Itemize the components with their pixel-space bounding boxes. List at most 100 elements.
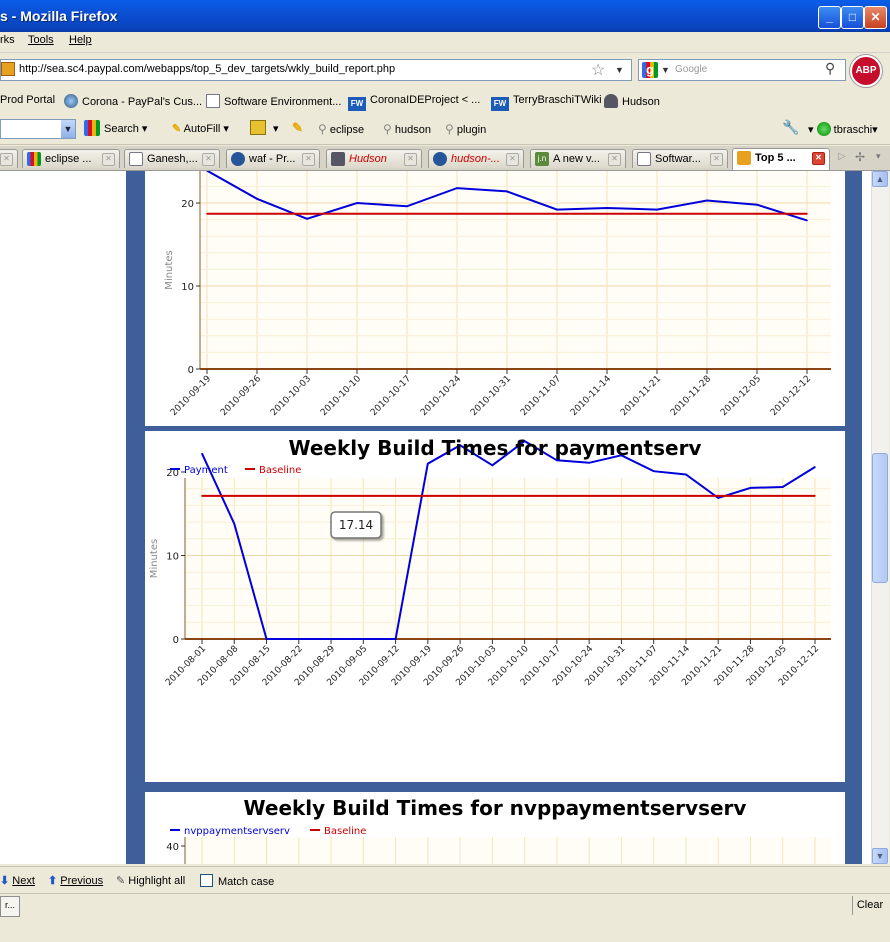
- bookmark-label: TerryBraschiTWiki: [513, 94, 602, 106]
- data-point: [456, 213, 458, 215]
- scroll-down-button[interactable]: ▼: [872, 848, 888, 864]
- bookmark-corona[interactable]: Corona - PayPal's Cus...: [64, 94, 202, 108]
- x-tick-label: 2010-11-21: [619, 374, 663, 418]
- find-next-button[interactable]: ⬇ Next: [0, 874, 35, 887]
- data-point: [588, 462, 590, 464]
- google-search-button[interactable]: Search ▾: [84, 120, 147, 136]
- tab-hudson[interactable]: Hudson✕: [326, 149, 422, 168]
- close-icon[interactable]: ✕: [608, 153, 621, 166]
- data-point: [506, 213, 508, 215]
- vertical-scrollbar[interactable]: ▲ ▼: [871, 171, 889, 864]
- tab-top5-active[interactable]: Top 5 ...✕: [732, 148, 830, 170]
- find-previous-button[interactable]: ⬆ Previous: [48, 874, 103, 887]
- bookmark-software-env[interactable]: Software Environment...: [206, 94, 341, 108]
- query-label: eclipse: [330, 124, 364, 136]
- close-button[interactable]: ✕: [864, 6, 887, 29]
- chart-title: Weekly Build Times for nvppaymentservser…: [145, 796, 845, 820]
- site-favicon-icon: [1, 62, 15, 76]
- bookmark-hudson[interactable]: Hudson: [604, 94, 660, 108]
- tab-hudson-2[interactable]: hudson-...✕: [428, 149, 524, 168]
- autofill-button[interactable]: ✎ AutoFill ▾: [172, 122, 229, 135]
- account-button[interactable]: ▾ tbraschi▾: [808, 122, 878, 136]
- search-placeholder: Google: [675, 64, 707, 75]
- tab-label: A new v...: [553, 153, 600, 165]
- bookmark-label: Prod Portal: [0, 94, 55, 106]
- query-plugin[interactable]: ⚲ plugin: [445, 122, 486, 136]
- tab-scroll-right-icon[interactable]: ▷: [838, 151, 846, 162]
- tab-label: waf - Pr...: [249, 153, 295, 165]
- menu-tools[interactable]: Tools: [28, 34, 54, 46]
- minimize-button[interactable]: _: [818, 6, 841, 29]
- data-point: [685, 474, 687, 476]
- menu-help[interactable]: Help: [69, 34, 92, 46]
- tab-waf[interactable]: waf - Pr... ✕: [226, 149, 320, 168]
- data-point: [756, 204, 758, 206]
- engine-dropdown-icon[interactable]: ▼: [661, 65, 670, 75]
- close-icon[interactable]: ✕: [302, 153, 315, 166]
- data-point: [706, 200, 708, 202]
- google-toolbar-input[interactable]: ▼: [0, 119, 76, 139]
- arrow-up-icon: ⬆: [48, 875, 57, 887]
- x-tick-label: 2010-11-28: [669, 374, 713, 418]
- search-go-icon[interactable]: ⚲: [825, 60, 835, 77]
- wrench-icon[interactable]: 🔧: [782, 119, 799, 136]
- x-tick-label: 2010-10-24: [419, 374, 463, 418]
- data-point: [556, 213, 558, 215]
- data-point: [406, 213, 408, 215]
- url-bar[interactable]: http://sea.sc4.paypal.com/webapps/top_5_…: [0, 59, 632, 81]
- confluence-icon: [433, 152, 447, 166]
- chevron-down-icon[interactable]: ▼: [61, 120, 75, 138]
- data-point: [814, 495, 816, 497]
- query-hudson[interactable]: ⚲ hudson: [383, 122, 431, 136]
- new-tab-icon[interactable]: ✢: [855, 150, 865, 164]
- highlighter-icon[interactable]: ✎: [292, 120, 303, 136]
- search-icon: ⚲: [383, 122, 392, 136]
- tab-partial[interactable]: ✕: [0, 149, 18, 168]
- tab-ganesh[interactable]: Ganesh,...✕: [124, 149, 220, 168]
- bookmark-prod-portal[interactable]: Prod Portal: [0, 94, 55, 106]
- x-tick-label: 2010-10-17: [369, 374, 413, 418]
- find-previous-label: Previous: [60, 875, 103, 887]
- close-icon[interactable]: ✕: [506, 153, 519, 166]
- data-point: [306, 218, 308, 220]
- x-tick-label: 2010-12-05: [719, 374, 763, 418]
- bookmark-star-icon[interactable]: ☆: [591, 60, 605, 80]
- search-box[interactable]: g ▼ Google ⚲: [638, 59, 846, 81]
- query-eclipse[interactable]: ⚲ eclipse: [318, 122, 364, 136]
- y-tick-label: 10: [166, 552, 179, 563]
- data-point: [233, 523, 235, 525]
- data-point: [717, 497, 719, 499]
- data-point: [395, 495, 397, 497]
- find-next-label: Next: [12, 875, 35, 887]
- scroll-thumb[interactable]: [872, 453, 888, 583]
- data-point: [427, 495, 429, 497]
- x-tick-label: 2010-10-03: [269, 374, 313, 418]
- close-icon[interactable]: ✕: [102, 153, 115, 166]
- menu-bookmarks[interactable]: rks: [0, 34, 15, 46]
- clear-button[interactable]: Clear: [852, 896, 887, 915]
- scroll-up-button[interactable]: ▲: [872, 171, 888, 187]
- close-icon[interactable]: ✕: [0, 153, 13, 166]
- adblock-icon[interactable]: ABP: [850, 55, 882, 87]
- google-engine-icon[interactable]: g: [642, 62, 658, 78]
- bookmark-add-icon[interactable]: ▾: [250, 120, 279, 135]
- match-case-checkbox[interactable]: Match case: [200, 874, 274, 888]
- y-tick-label: 20: [181, 199, 194, 210]
- close-icon[interactable]: ✕: [710, 153, 723, 166]
- maximize-button[interactable]: □: [841, 6, 864, 29]
- data-point: [806, 213, 808, 215]
- value-tooltip: 17.14: [331, 512, 381, 538]
- plot-area: [185, 837, 831, 864]
- url-dropdown-icon[interactable]: ▼: [615, 65, 624, 75]
- tab-eclipse[interactable]: eclipse ...✕: [22, 149, 120, 168]
- tab-software[interactable]: Softwar...✕: [632, 149, 728, 168]
- tab-list-icon[interactable]: ▾: [876, 151, 881, 162]
- window-title: s - Mozilla Firefox: [0, 8, 117, 24]
- highlight-all-button[interactable]: ✎ Highlight all: [116, 874, 185, 887]
- close-icon[interactable]: ✕: [404, 153, 417, 166]
- close-icon[interactable]: ✕: [812, 152, 825, 165]
- close-icon[interactable]: ✕: [202, 153, 215, 166]
